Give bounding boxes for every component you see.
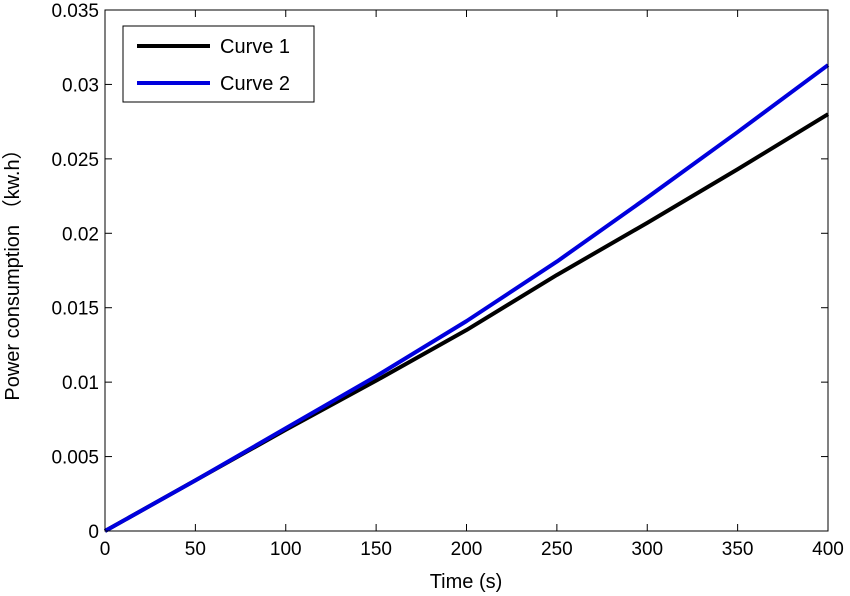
y-tick-label: 0.005 <box>51 448 99 469</box>
x-tick-label: 250 <box>541 539 573 560</box>
y-tick-label: 0.01 <box>62 373 99 394</box>
y-tick-label: 0.035 <box>51 1 99 22</box>
x-tick-label: 50 <box>185 539 206 560</box>
series-line-2 <box>104 63 830 533</box>
x-tick-label: 100 <box>270 539 302 560</box>
legend-box <box>122 25 315 103</box>
legend-label-2: Curve 2 <box>220 73 290 95</box>
x-tick-label: 0 <box>100 539 111 560</box>
y-tick-label: 0.03 <box>62 75 99 96</box>
legend: Curve 1 Curve 2 <box>122 25 315 103</box>
y-tick-label: 0.025 <box>51 150 99 171</box>
x-tick-label: 200 <box>451 539 483 560</box>
x-tick-label: 300 <box>631 539 663 560</box>
x-tick-label: 150 <box>360 539 392 560</box>
y-tick-label: 0.015 <box>51 299 99 320</box>
series-layer <box>104 63 830 533</box>
y-axis: 0 0.005 0.01 0.015 0.02 0.025 0.03 0.035 <box>51 1 828 543</box>
legend-label-1: Curve 1 <box>220 36 290 58</box>
x-tick-label: 400 <box>812 539 844 560</box>
y-tick-label: 0.02 <box>62 224 99 245</box>
x-axis-title: Time (s) <box>430 571 503 593</box>
x-axis: 0 50 100 150 200 250 300 350 400 <box>100 10 844 560</box>
y-tick-label: 0 <box>88 522 99 543</box>
y-axis-title: Power consumption （kw.h） <box>1 139 24 400</box>
x-tick-label: 350 <box>722 539 754 560</box>
